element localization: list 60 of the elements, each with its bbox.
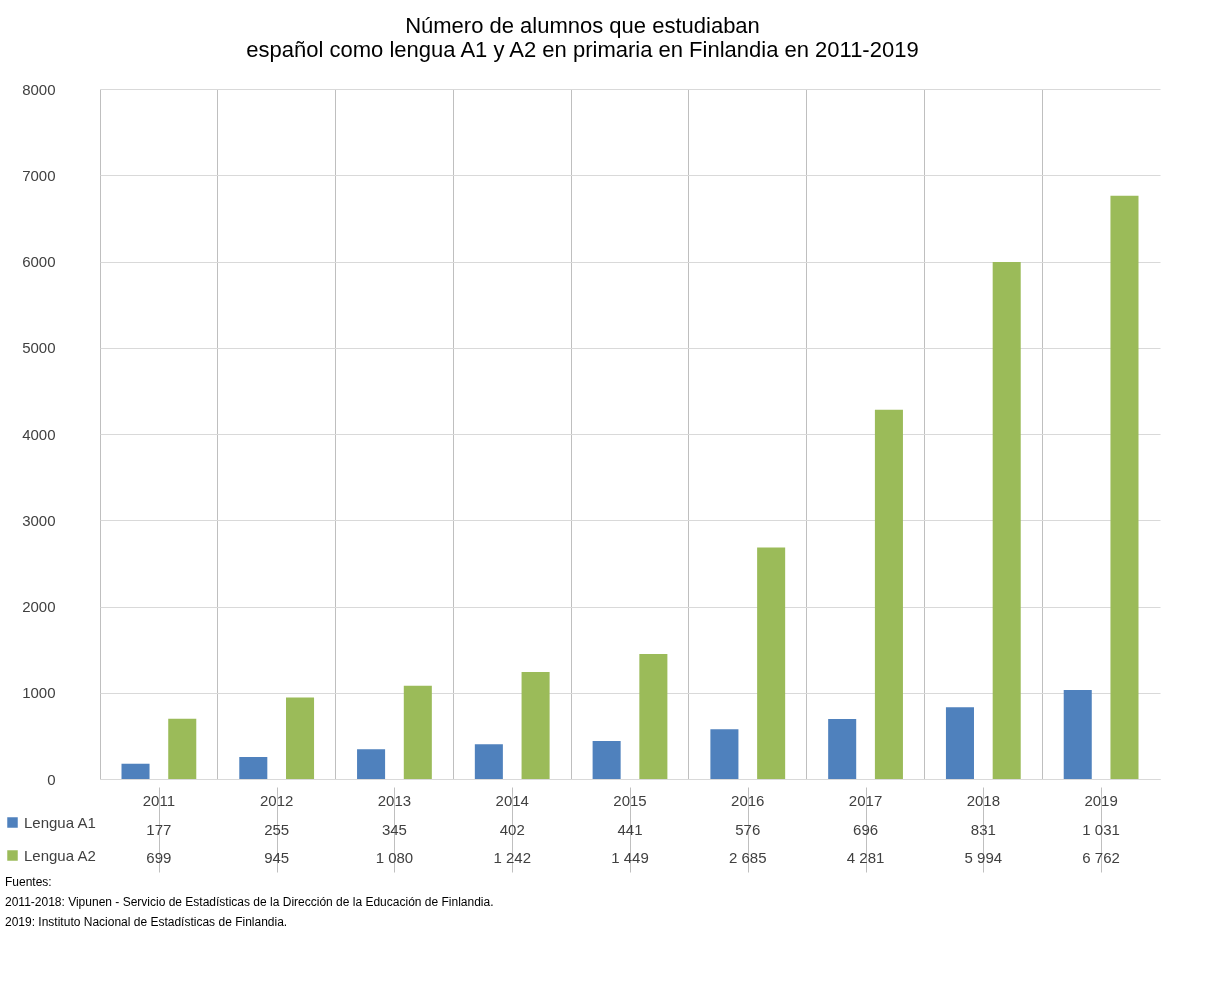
chart-title: Número de alumnos que estudiaban español como lengua A1 y A2 en primaria en Finlandia en 2011-2019 bbox=[246, 13, 919, 62]
data-label: 576 bbox=[735, 820, 761, 838]
x-tick-label: 2019 bbox=[1084, 792, 1118, 810]
bar bbox=[403, 685, 432, 779]
bar bbox=[757, 547, 786, 779]
x-tick-label: 2016 bbox=[731, 792, 765, 810]
data-label: 699 bbox=[146, 848, 172, 866]
x-tick-label: 2018 bbox=[966, 792, 1001, 810]
y-tick-label: 2000 bbox=[22, 598, 56, 615]
bar bbox=[710, 729, 739, 779]
x-tick-label: 2011 bbox=[142, 792, 176, 810]
bar bbox=[592, 740, 621, 779]
bar bbox=[639, 654, 668, 779]
bar bbox=[168, 718, 197, 779]
text: 2019: Instituto Nacional de Estadísticas de Finlandia. bbox=[5, 915, 288, 929]
x-tick-label: 2017 bbox=[848, 792, 883, 810]
data-label: 177 bbox=[146, 820, 172, 838]
bar bbox=[945, 707, 974, 779]
y-tick-label: 3000 bbox=[22, 511, 56, 529]
bar bbox=[239, 757, 268, 779]
data-label: 4 281 bbox=[846, 848, 885, 866]
data-label: 345 bbox=[381, 820, 407, 838]
bar bbox=[1063, 690, 1092, 779]
data-label: 5 994 bbox=[964, 848, 1003, 866]
data-label: 831 bbox=[970, 820, 996, 838]
data-label: 6 762 bbox=[1082, 848, 1120, 866]
bar bbox=[286, 697, 315, 779]
x-tick-label: 2015 bbox=[613, 792, 647, 810]
y-tick-label: 7000 bbox=[22, 166, 56, 184]
data-label: 441 bbox=[617, 820, 643, 838]
x-tick-label: 2013 bbox=[377, 792, 412, 810]
bar bbox=[828, 718, 857, 779]
data-label: 1 242 bbox=[493, 848, 531, 866]
y-tick-label: 4000 bbox=[22, 425, 56, 443]
data-label: 2 685 bbox=[729, 848, 767, 866]
x-tick-label: 2012 bbox=[259, 792, 294, 810]
y-tick-label: 0 bbox=[47, 770, 56, 788]
data-label: 255 bbox=[264, 820, 290, 838]
legend-label: Lengua A1 bbox=[24, 813, 96, 831]
bar bbox=[992, 262, 1021, 779]
bar bbox=[474, 744, 503, 779]
source-note: Fuentes: bbox=[5, 875, 52, 889]
data-label: 1 031 bbox=[1082, 820, 1120, 838]
bar bbox=[1110, 195, 1139, 779]
data-label: 402 bbox=[499, 820, 525, 838]
y-tick-label: 8000 bbox=[22, 80, 56, 98]
bar bbox=[357, 749, 386, 779]
y-tick-label: 5000 bbox=[22, 339, 56, 357]
bar bbox=[874, 409, 903, 779]
x-tick-label: 2014 bbox=[495, 792, 529, 810]
data-label: 945 bbox=[264, 848, 290, 866]
y-tick-label: 1000 bbox=[22, 684, 56, 702]
y-tick-label: 6000 bbox=[22, 253, 56, 270]
data-label: 696 bbox=[853, 820, 879, 838]
text: 2011-2018: Vipunen - Servicio de Estadísticas de la Dirección de la Educación de Finlandia. bbox=[5, 895, 494, 909]
legend-label: Lengua A2 bbox=[24, 846, 96, 864]
data-label: 1 449 bbox=[611, 848, 649, 866]
data-label: 1 080 bbox=[375, 848, 414, 866]
bar bbox=[521, 671, 550, 779]
bar bbox=[121, 763, 150, 779]
